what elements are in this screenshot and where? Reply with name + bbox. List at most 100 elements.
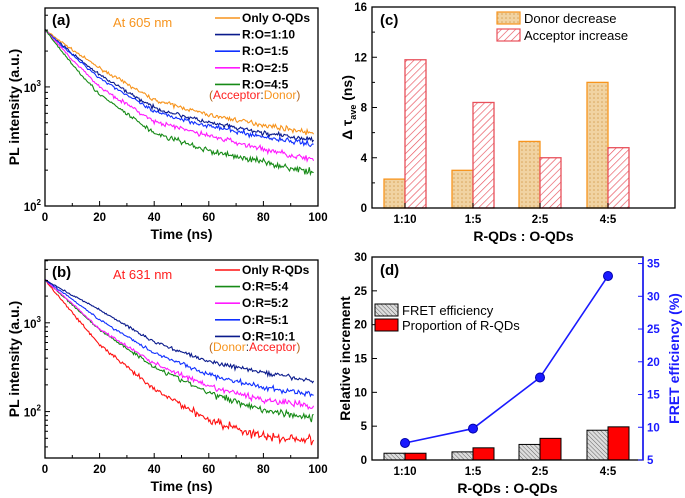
y-tick-label: 103 (24, 79, 42, 95)
x-tick-label: 100 (308, 464, 327, 476)
panel-d: 1:10 1:5 2:5 4:5 0 5 10 15 20 25 30 5 10 15 20 25 30 35 R-… (337, 252, 682, 496)
panel-label: (a) (52, 12, 70, 29)
legend-note-part: : (260, 88, 263, 102)
y-tick-label: 30 (354, 252, 367, 264)
legend-note-part: ) (296, 88, 300, 102)
bar-acceptor-increase (472, 101, 495, 209)
y-title-main: Δ τ (339, 119, 355, 140)
legend-swatch (496, 28, 521, 42)
panel-label: (c) (380, 12, 398, 29)
legend-note-part: ) (296, 340, 300, 354)
y-tick-label: 10 (354, 387, 367, 399)
bar-proportion-of-r-qds (404, 452, 427, 461)
plot-frame (371, 256, 644, 461)
bar-donor-decrease (451, 169, 474, 209)
bar-acceptor-increase (539, 157, 562, 209)
x-axis-title: Time (ns) (151, 478, 213, 494)
y-tick-label: 103 (24, 315, 42, 331)
annotation: At 605 nm (113, 15, 172, 30)
y-tick-label: 8 (361, 103, 368, 115)
legend-label: O:R=5:4 (242, 280, 289, 294)
x-axis-title: R-QDs : O-QDs (457, 480, 558, 496)
fret-efficiency-point (400, 437, 410, 448)
y-right-tick-label: 30 (647, 291, 660, 303)
y-tick-label: 16 (354, 2, 367, 14)
fret-efficiency-point (603, 270, 613, 281)
fret-efficiency-point (468, 423, 478, 434)
series-line-O:R=10:1 (45, 279, 315, 384)
legend-label: FRET efficiency (402, 303, 494, 318)
legend-note-part: Acceptor (213, 88, 260, 102)
y-tick-base: 10 (24, 83, 37, 95)
series-line-R:O=4:5 (45, 29, 314, 177)
bar-donor-decrease (518, 140, 541, 209)
y-tick-exponent: 3 (37, 315, 42, 324)
x-tick-label: 4:5 (600, 466, 617, 478)
y-tick-label: 4 (361, 153, 368, 165)
x-tick-label: 4:5 (600, 214, 617, 226)
x-tick-label: 0 (42, 464, 48, 476)
series-line-R:O=1:10 (45, 28, 315, 143)
panel-c: 1:10 1:5 2:5 4:5 0 4 8 12 16 R-QDs : O-QDs Δ τave … (339, 2, 676, 244)
x-tick-label: 40 (148, 212, 161, 224)
y-right-axis-title: FRET efficiency (%) (666, 293, 682, 424)
y-tick-label: 102 (24, 198, 42, 214)
y-tick-base: 10 (24, 202, 37, 214)
x-tick-label: 1:5 (465, 214, 482, 226)
y-right-tick-label: 25 (647, 324, 660, 336)
bar-acceptor-increase (607, 147, 630, 209)
x-tick-label: 60 (202, 212, 215, 224)
y-tick-label: 12 (354, 52, 367, 64)
y-tick-label: 15 (354, 354, 367, 366)
legend-label: O:R=5:1 (242, 313, 289, 327)
legend-swatch (374, 303, 399, 317)
x-tick-label: 80 (257, 464, 270, 476)
series-line-O:R=5:2 (45, 279, 315, 411)
x-tick-label: 80 (257, 212, 270, 224)
legend-label: Acceptor increase (524, 28, 628, 43)
legend-label: R:O=1:10 (242, 28, 295, 42)
legend-note-part: Acceptor (249, 340, 296, 354)
panel-label: (b) (52, 264, 71, 281)
x-tick-label: 1:10 (393, 214, 416, 226)
y-right-tick-label: 10 (647, 422, 660, 434)
y-axis-title: PL intensity (a.u.) (6, 49, 22, 165)
y-right-tick-label: 15 (647, 390, 660, 402)
x-tick-label: 20 (93, 212, 106, 224)
fret-efficiency-point (535, 372, 545, 383)
y-right-tick-label: 20 (647, 357, 660, 369)
series-line-O:R=5:1 (45, 279, 314, 398)
bar-proportion-of-r-qds (472, 447, 495, 461)
legend-label: R:O=4:5 (242, 77, 289, 91)
x-tick-label: 20 (93, 464, 106, 476)
bar-donor-decrease (586, 81, 609, 209)
y-tick-label: 25 (354, 286, 367, 298)
x-axis-title: R-QDs : O-QDs (473, 228, 574, 244)
legend-note-part: Donor (264, 88, 297, 102)
y-tick-label: 0 (361, 455, 367, 467)
y-tick-exponent: 3 (37, 79, 42, 88)
bar-proportion-of-r-qds (607, 426, 630, 461)
series-line-R:O=1:5 (45, 30, 314, 148)
bar-donor-decrease (383, 178, 406, 209)
y-tick-exponent: 2 (37, 198, 42, 207)
y-tick-base: 10 (24, 319, 37, 331)
y-axis-title: PL intensity (a.u.) (6, 301, 22, 417)
bar-fret-efficiency (518, 443, 541, 461)
annotation: At 631 nm (113, 267, 172, 282)
legend-label: Donor decrease (524, 11, 617, 26)
y-title-unit: (ns) (339, 75, 355, 105)
series-line-R:O=2:5 (45, 30, 315, 163)
bar-fret-efficiency (586, 429, 609, 461)
fret-efficiency-line (404, 275, 609, 444)
x-tick-label: 100 (308, 212, 327, 224)
x-tick-label: 2:5 (532, 214, 549, 226)
y-tick-label: 0 (361, 203, 367, 215)
legend-label: O:R=5:2 (242, 296, 289, 310)
series-line-Only O-QDs (45, 30, 315, 136)
y-title-subscript: ave (348, 105, 358, 120)
y-tick-label: 5 (361, 421, 368, 433)
legend-label: O:R=10:1 (242, 329, 295, 343)
